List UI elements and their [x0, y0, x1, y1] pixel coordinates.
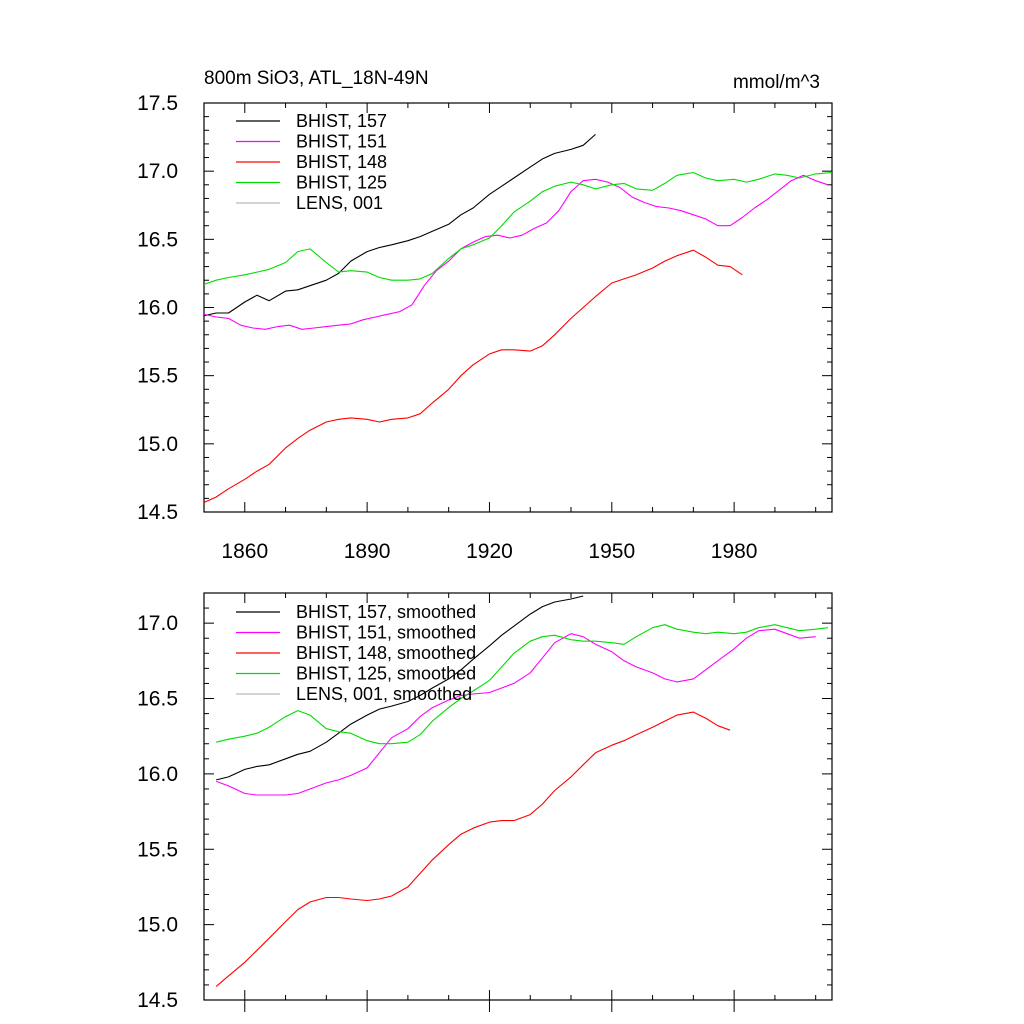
- top-x-tick-label: 1890: [344, 540, 391, 563]
- bottom-legend-label: BHIST, 125, smoothed: [296, 664, 476, 684]
- bottom-plot-area: 14.5 15.0 15.5 16.0 16.5 17.0 BHIST, 157, smoo…: [137, 592, 833, 1012]
- bottom-series-line-bhist-157: [216, 595, 584, 781]
- top-x-tick-label: 1980: [711, 540, 758, 563]
- top-y-tick-label: 15.0: [137, 433, 178, 456]
- top-plot-area: 14.5 15.0 15.5 16.0 16.5 17.0 17.5 1860 1890 1920…: [137, 92, 833, 563]
- top-y-tick-label: 17.5: [137, 92, 178, 115]
- top-x-tick-label: 1950: [588, 540, 635, 563]
- bottom-series-line-bhist-148: [215, 711, 731, 987]
- top-y-tick-label: 17.0: [137, 160, 178, 183]
- top-x-tick-label: 1860: [221, 540, 268, 563]
- bottom-panel: 14.5 15.0 15.5 16.0 16.5 17.0 BHIST, 157, smoo…: [137, 592, 833, 1012]
- top-panel: 800m SiO3, ATL_18N-49N mmol/m^3 14.5 15.0…: [137, 68, 833, 563]
- bottom-legend-label: BHIST, 148, smoothed: [296, 643, 476, 663]
- top-series-line-bhist-157: [204, 133, 596, 317]
- top-x-tick-label: 1920: [466, 540, 513, 563]
- bottom-y-tick-label: 15.5: [137, 838, 178, 861]
- top-legend-label: BHIST, 148: [296, 152, 387, 172]
- top-legend-label: BHIST, 125: [296, 173, 387, 193]
- top-legend-label: BHIST, 151: [296, 132, 387, 152]
- bottom-series-line-bhist-151: [216, 628, 816, 796]
- bottom-y-tick-label: 16.5: [137, 688, 178, 711]
- top-series-line-bhist-125: [204, 171, 832, 285]
- bottom-legend-label: BHIST, 157, smoothed: [296, 602, 476, 622]
- chart-title: 800m SiO3, ATL_18N-49N: [204, 68, 429, 89]
- top-series-line-bhist-151: [204, 174, 829, 330]
- top-y-tick-label: 15.5: [137, 365, 178, 388]
- top-y-tick-label: 14.5: [137, 501, 178, 524]
- bottom-y-tick-label: 15.0: [137, 914, 178, 937]
- bottom-y-tick-label: 14.5: [137, 989, 178, 1012]
- top-y-tick-label: 16.5: [137, 228, 178, 251]
- bottom-legend-label: LENS, 001, smoothed: [296, 684, 472, 704]
- units-label: mmol/m^3: [733, 72, 820, 93]
- bottom-series-line-bhist-125: [216, 624, 828, 745]
- bottom-legend-label: BHIST, 151, smoothed: [296, 623, 476, 643]
- bottom-plot-frame: [203, 592, 833, 1001]
- top-series-line-bhist-148: [204, 249, 743, 504]
- top-legend-label: BHIST, 157: [296, 111, 387, 131]
- top-y-tick-label: 16.0: [137, 297, 178, 320]
- top-legend-label: LENS, 001: [296, 193, 383, 213]
- bottom-y-tick-label: 16.0: [137, 763, 178, 786]
- bottom-y-tick-label: 17.0: [137, 612, 178, 635]
